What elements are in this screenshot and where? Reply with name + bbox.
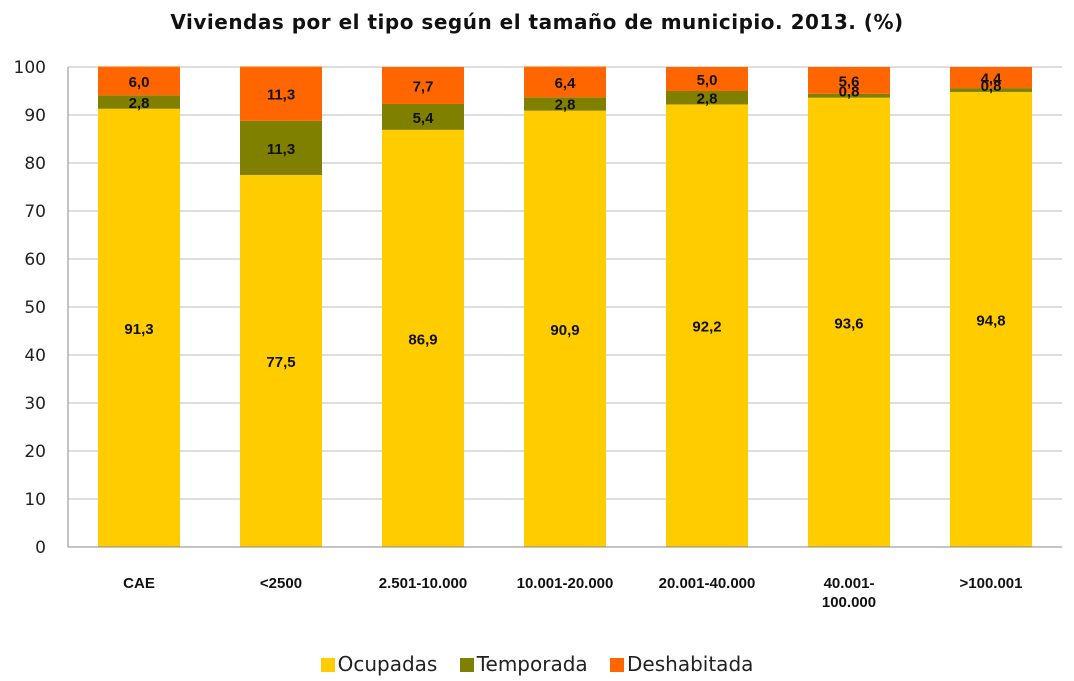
y-tick-label: 100	[14, 58, 46, 78]
legend-label-deshabitada: Deshabitada	[627, 652, 754, 676]
data-label-temporada-1: 11,3	[267, 141, 295, 158]
bar-temporada-0	[98, 95, 180, 109]
data-label-deshabitada-2: 7,7	[413, 78, 434, 95]
bars	[98, 66, 1032, 548]
data-label-ocupadas-4: 92,2	[692, 319, 721, 336]
x-tick-label: >100.001	[960, 575, 1023, 592]
legend-item-temporada: Temporada	[459, 652, 588, 676]
bar-ocupadas-3	[524, 110, 606, 548]
y-tick-label: 10	[24, 490, 46, 510]
bar-ocupadas-6	[950, 91, 1032, 548]
axes: 0 10 20 30 40 50 60 70 80 90 100 CAE <2500 2.501-10.0…	[14, 58, 1062, 611]
data-label-ocupadas-1: 77,5	[266, 354, 295, 371]
x-tick-label-line: >100.001	[960, 575, 1023, 592]
y-tick-label: 40	[24, 346, 46, 366]
x-tick-label: 40.001- 100.000	[822, 575, 876, 611]
y-tick-label: 0	[35, 538, 46, 558]
bar-deshabitada-2	[382, 67, 464, 104]
bar-deshabitada-4	[666, 67, 748, 91]
data-label-ocupadas-3: 90,9	[550, 322, 579, 339]
y-tick-label: 90	[24, 106, 46, 126]
legend-swatch-temporada	[459, 658, 474, 672]
legend-swatch-ocupadas	[320, 658, 335, 672]
data-label-ocupadas-2: 86,9	[408, 331, 437, 348]
data-label-deshabitada-0: 6,0	[129, 74, 150, 91]
data-label-deshabitada-3: 6,4	[555, 75, 577, 92]
legend-label-temporada: Temporada	[476, 652, 588, 676]
y-tick-label: 30	[24, 394, 46, 414]
x-tick-label-line: <2500	[260, 575, 302, 592]
bar-ocupadas-2	[382, 129, 464, 547]
x-tick-label-line: 10.001-20.000	[517, 575, 614, 592]
y-tick-label: 20	[24, 442, 46, 462]
bar-ocupadas-5	[808, 97, 890, 547]
x-tick-label-line: 20.001-40.000	[659, 575, 756, 592]
data-label-temporada-5: 0,8	[839, 84, 860, 101]
y-tick-label: 70	[24, 202, 46, 222]
data-label-deshabitada-4: 5,0	[697, 72, 718, 89]
legend-swatch-deshabitada	[610, 658, 625, 672]
bar-deshabitada-6	[950, 67, 1032, 89]
legend: Ocupadas Temporada Deshabitada	[0, 652, 1074, 676]
x-tick-label-line: 100.000	[822, 594, 876, 611]
x-tick-label: <2500	[260, 575, 302, 592]
data-label-ocupadas-5: 93,6	[834, 315, 863, 332]
data-label-deshabitada-1: 11,3	[267, 87, 295, 104]
bar-temporada-4	[666, 91, 748, 105]
bar-deshabitada-5	[808, 67, 890, 94]
data-label-temporada-0: 2,8	[129, 95, 150, 112]
x-tick-label-line: CAE	[123, 575, 155, 592]
data-label-deshabitada-6: 4,4	[981, 71, 1003, 88]
bar-deshabitada-0	[98, 66, 180, 96]
bar-temporada-1	[240, 120, 322, 175]
x-tick-label-line: 2.501-10.000	[379, 575, 467, 592]
data-label-temporada-4: 2,8	[697, 90, 718, 107]
bar-temporada-3	[524, 97, 606, 111]
x-tick-label: 20.001-40.000	[659, 575, 756, 592]
y-tick-label: 60	[24, 250, 46, 270]
y-tick-label: 80	[24, 154, 46, 174]
bar-ocupadas-4	[666, 104, 748, 547]
data-label-temporada-6: 0,8	[981, 78, 1002, 95]
bar-temporada-5	[808, 93, 890, 98]
legend-item-ocupadas: Ocupadas	[320, 652, 438, 676]
x-tick-label: CAE	[123, 575, 155, 592]
data-label-temporada-2: 5,4	[413, 110, 435, 127]
data-label-ocupadas-0: 91,3	[124, 321, 153, 338]
data-label-temporada-3: 2,8	[555, 97, 576, 114]
data-label-deshabitada-5: 5,6	[839, 73, 860, 90]
x-tick-label: 10.001-20.000	[517, 575, 614, 592]
legend-item-deshabitada: Deshabitada	[610, 652, 753, 676]
data-labels: 91,3 2,8 6,0 77,5 11,3 11,3 86,9 5,4 7,7 90,9 2,8 6…	[124, 71, 1005, 371]
chart-title: Viviendas por el tipo según el tamaño de…	[170, 10, 904, 34]
bar-ocupadas-0	[98, 108, 180, 547]
bar-temporada-2	[382, 103, 464, 130]
bar-ocupadas-1	[240, 175, 322, 547]
bar-temporada-6	[950, 88, 1032, 92]
data-label-ocupadas-6: 94,8	[976, 312, 1005, 329]
legend-label-ocupadas: Ocupadas	[337, 652, 438, 676]
x-tick-label-line: 40.001-	[824, 575, 875, 592]
bar-deshabitada-1	[240, 66, 322, 121]
x-tick-label: 2.501-10.000	[379, 575, 467, 592]
y-tick-label: 50	[24, 298, 46, 318]
bar-deshabitada-3	[524, 66, 606, 98]
